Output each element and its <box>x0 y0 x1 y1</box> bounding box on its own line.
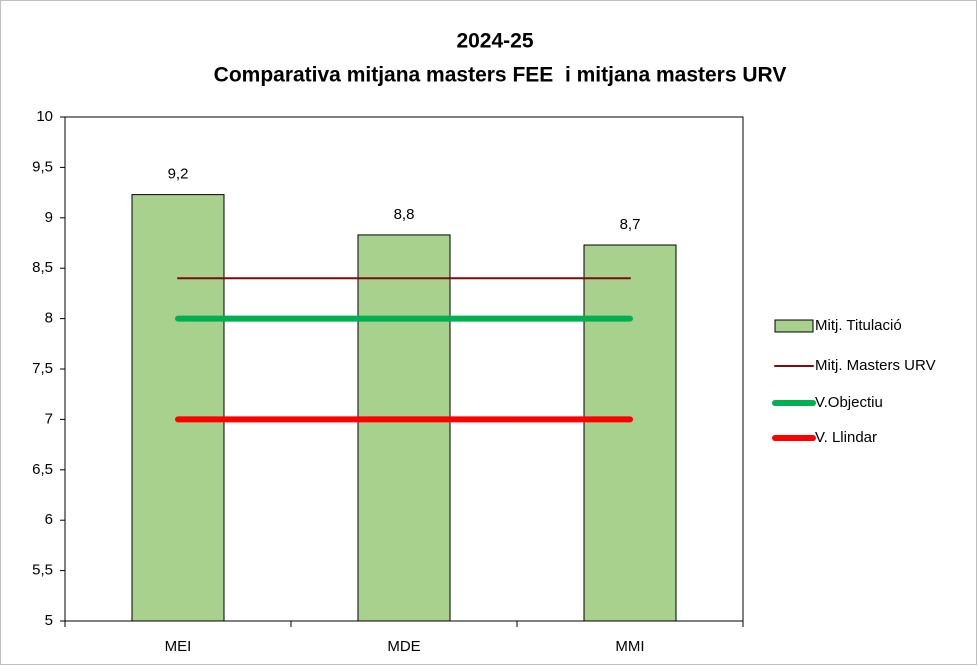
chart-subtitle: Comparativa mitjana masters FEE i mitjan… <box>214 64 787 87</box>
legend-swatch <box>774 319 814 333</box>
bar <box>357 234 451 622</box>
y-tick-label: 9,5 <box>32 158 53 175</box>
y-tick-label: 7 <box>45 410 53 427</box>
y-tick-label: 6 <box>45 511 53 528</box>
y-tick-label: 5,5 <box>32 562 53 579</box>
legend-label: V. Llindar <box>815 429 877 446</box>
bar <box>131 194 225 622</box>
y-tick-label: 10 <box>36 108 53 125</box>
chart-title: 2024-25 <box>456 30 533 53</box>
x-tick-label: MEI <box>165 638 192 655</box>
legend-label: Mitj. Masters URV <box>815 357 936 374</box>
data-label: 8,8 <box>394 206 415 223</box>
x-tick-label: MDE <box>387 638 420 655</box>
y-tick-label: 6,5 <box>32 461 53 478</box>
y-tick-label: 8,5 <box>32 259 53 276</box>
y-tick-label: 5 <box>45 612 53 629</box>
y-tick-label: 9 <box>45 209 53 226</box>
legend-label: Mitj. Titulació <box>815 317 902 334</box>
data-label: 8,7 <box>620 216 641 233</box>
legend-label: V.Objectiu <box>815 394 883 411</box>
y-tick-label: 7,5 <box>32 360 53 377</box>
bar <box>583 244 677 622</box>
y-tick-label: 8 <box>45 310 53 327</box>
x-tick-label: MMI <box>615 638 644 655</box>
data-label: 9,2 <box>168 166 189 183</box>
